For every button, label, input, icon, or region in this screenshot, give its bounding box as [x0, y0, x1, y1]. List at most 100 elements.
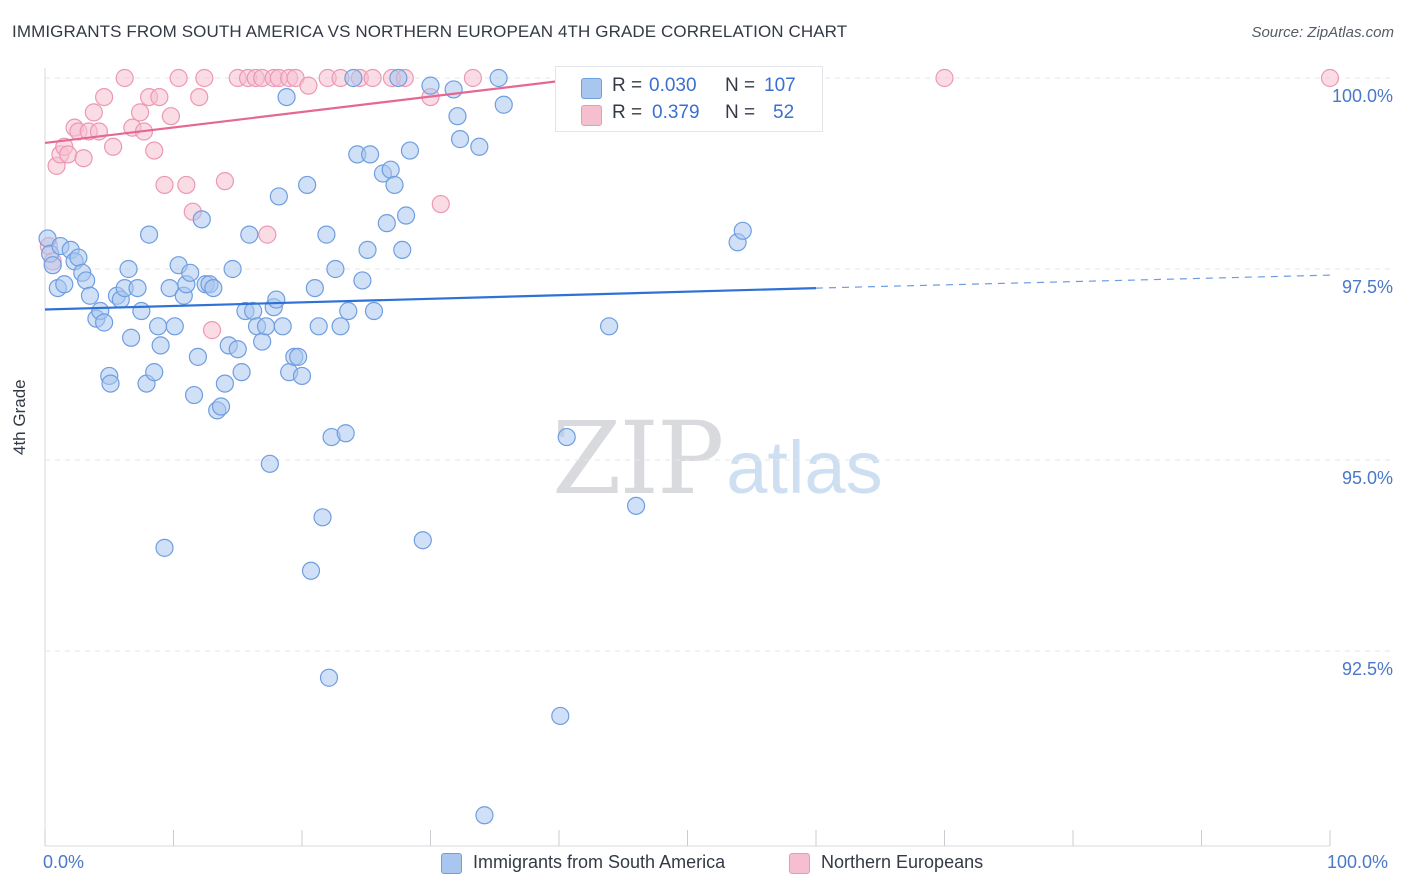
south-america-point: [55, 275, 74, 294]
south-america-point: [448, 107, 467, 126]
south-america-point: [385, 175, 404, 195]
south-america-point: [557, 427, 576, 447]
northern-europeans-point: [130, 103, 150, 122]
south-america-point: [77, 271, 96, 290]
south-america-point: [733, 221, 752, 240]
south-america-point: [309, 317, 328, 336]
northern-europeans-point: [74, 149, 93, 168]
northern-europeans-trend-line: [44, 76, 585, 145]
south-america-point: [626, 496, 646, 515]
northern-europeans-point: [177, 175, 196, 195]
r-label: R =: [612, 102, 643, 123]
south-america-point: [301, 561, 321, 580]
northern-europeans-point: [169, 68, 188, 88]
south-america-point: [600, 317, 619, 336]
south-america-point: [396, 206, 416, 225]
northern-europeans-point: [104, 137, 123, 156]
northern-europeans-point: [258, 225, 277, 244]
south-america-point: [148, 317, 168, 336]
south-america-point: [69, 248, 88, 267]
south-america-point: [244, 301, 263, 321]
south-america-point: [331, 317, 350, 336]
south-america-point: [204, 279, 223, 298]
northern-europeans-point: [161, 107, 181, 126]
south-america-point: [400, 141, 420, 160]
south-america-point: [121, 328, 141, 347]
south-america-point: [389, 68, 408, 88]
blue-r-value: 0.030: [649, 75, 697, 96]
blue-swatch: [581, 78, 602, 99]
south-america-point: [450, 130, 470, 149]
south-america-point: [139, 225, 159, 244]
south-america-point: [215, 374, 234, 393]
northern-europeans-point: [202, 321, 222, 340]
pink-swatch: [581, 105, 602, 126]
legend-blue-label: Immigrants from South America: [473, 852, 726, 872]
legend-pink-swatch: [789, 853, 810, 874]
stat-row-blue: R = 0.030 N = 107: [556, 73, 822, 101]
northern-europeans-point: [115, 68, 134, 88]
south-america-point: [211, 397, 231, 416]
x-tick-label-min: 0.0%: [43, 852, 85, 872]
south-america-point: [267, 290, 286, 309]
south-america-point: [305, 279, 324, 298]
south-america-point: [489, 68, 508, 88]
northern-europeans-point: [59, 145, 78, 164]
south-america-point: [273, 317, 292, 336]
northern-europeans-point: [431, 194, 450, 214]
south-america-point: [393, 240, 412, 259]
south-america-point: [151, 336, 170, 355]
y-tick-label-100: 100.0%: [1331, 86, 1393, 106]
south-america-trend-extension: [815, 274, 1331, 289]
south-america-point: [188, 347, 208, 366]
south-america-point: [292, 366, 312, 386]
pink-n-value: 52: [773, 102, 795, 123]
south-america-point: [240, 225, 259, 244]
south-america-point: [494, 95, 513, 114]
y-tick-label-97-5: 97.5%: [1341, 277, 1393, 297]
south-america-point: [43, 256, 62, 275]
south-america-point: [313, 508, 332, 527]
south-america-point: [260, 454, 279, 473]
south-america-point: [470, 137, 489, 156]
correlation-legend: R = 0.030 N = 107 R = 0.379 N = 52: [555, 66, 823, 132]
northern-europeans-point: [215, 172, 234, 191]
n-label: N =: [725, 75, 756, 96]
south-america-point: [192, 210, 211, 229]
south-america-point: [277, 87, 296, 107]
south-america-point: [165, 317, 184, 336]
grid-lines: [45, 77, 1390, 652]
south-america-point: [145, 363, 164, 382]
south-america-point: [344, 68, 363, 88]
south-america-point: [319, 668, 339, 687]
northern-europeans-point: [150, 87, 169, 107]
source-label: Source: ZipAtlas.com: [1251, 24, 1394, 41]
south-america-point: [95, 313, 114, 332]
y-axis-label: 4th Grade: [10, 379, 29, 455]
south-america-point: [298, 175, 317, 195]
trend-lines: [44, 76, 1331, 311]
watermark-atlas: atlas: [726, 426, 883, 509]
axes: [44, 68, 1331, 847]
south-america-point: [336, 424, 355, 443]
south-america-point: [377, 214, 396, 233]
south-america-point: [421, 76, 440, 95]
y-tick-label-95: 95.0%: [1341, 468, 1393, 488]
legend-blue-swatch: [441, 853, 462, 874]
south-america-point: [132, 301, 151, 321]
south-america-point: [232, 363, 251, 382]
south-america-point: [358, 240, 377, 259]
south-america-point: [551, 706, 570, 726]
south-america-point: [353, 271, 372, 290]
south-america-point: [223, 259, 242, 279]
south-america-point: [256, 317, 276, 336]
south-america-point: [413, 531, 432, 550]
northern-europeans-point: [95, 87, 114, 107]
northern-europeans-point: [84, 103, 103, 122]
south-america-point: [339, 301, 358, 321]
chart-title: IMMIGRANTS FROM SOUTH AMERICA VS NORTHER…: [12, 22, 848, 41]
northern-europeans-point: [935, 68, 954, 88]
south-america-point: [326, 259, 345, 279]
blue-n-value: 107: [764, 75, 796, 96]
